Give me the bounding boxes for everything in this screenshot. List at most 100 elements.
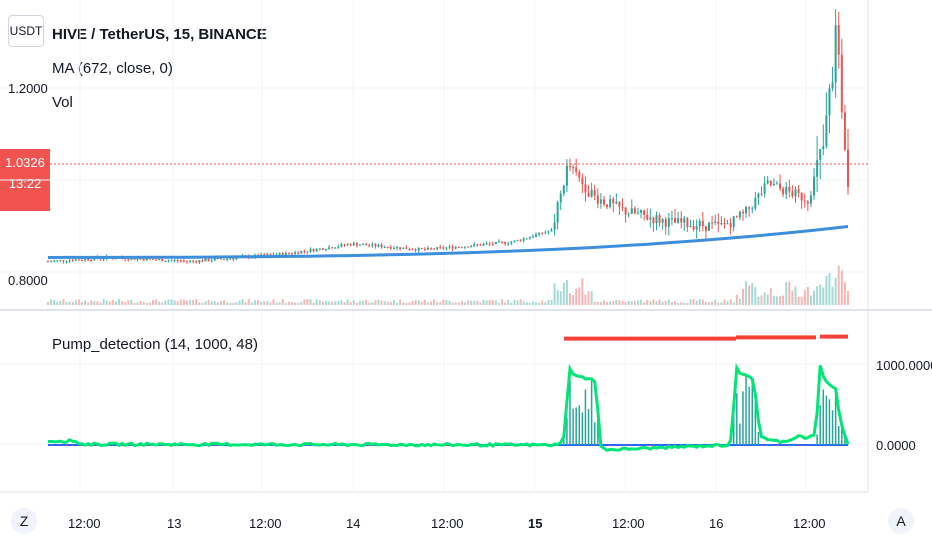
- candle-body: [74, 259, 77, 261]
- candle-body: [448, 246, 451, 248]
- volume-bar: [99, 302, 102, 305]
- volume-bar: [198, 302, 201, 305]
- candle-body: [213, 258, 216, 261]
- vol-legend[interactable]: Vol: [52, 94, 73, 111]
- volume-bar: [204, 301, 207, 305]
- candle-body: [692, 226, 695, 230]
- volume-bar: [797, 297, 800, 305]
- volume-bar: [649, 301, 652, 305]
- volume-bar: [732, 302, 735, 305]
- candle-body: [843, 112, 846, 150]
- volume-bar: [96, 301, 99, 305]
- volume-bar: [575, 288, 578, 305]
- candle-body: [636, 212, 639, 214]
- candle-body: [667, 218, 670, 227]
- candle-body: [816, 160, 819, 177]
- candle-body: [167, 260, 170, 262]
- volume-bar: [386, 302, 389, 305]
- volume-bar: [74, 299, 77, 305]
- volume-bar: [658, 299, 661, 305]
- candle-body: [559, 193, 562, 203]
- volume-bar: [825, 275, 828, 305]
- volume-bar: [494, 300, 497, 305]
- candle-body: [102, 258, 105, 260]
- volume-bar: [513, 299, 516, 305]
- candle-body: [229, 258, 232, 260]
- volume-bar: [584, 294, 587, 305]
- volume-bar: [272, 299, 275, 305]
- candle-body: [349, 244, 352, 246]
- volume-bar: [331, 301, 334, 305]
- volume-bar: [433, 299, 436, 305]
- volume-bar: [287, 301, 290, 305]
- volume-bar: [590, 291, 593, 305]
- volume-bar: [59, 301, 62, 305]
- volume-bar: [50, 299, 53, 305]
- main-grid: [0, 0, 868, 490]
- candle-body: [433, 248, 436, 250]
- candle-body: [587, 192, 590, 197]
- volume-bar: [602, 300, 605, 305]
- candle-body: [77, 259, 80, 261]
- ma-legend[interactable]: MA (672, close, 0): [52, 60, 173, 77]
- volume-bar: [819, 284, 822, 305]
- candle-body: [470, 246, 473, 248]
- candle-body: [485, 243, 488, 245]
- candle-body: [606, 204, 609, 208]
- candle-body: [195, 261, 198, 263]
- time-label: 16: [709, 516, 723, 531]
- candle-body: [371, 244, 374, 246]
- indicator-label-zero: 0.0000: [876, 438, 916, 453]
- candle-body: [494, 241, 497, 245]
- candle-body: [840, 54, 843, 113]
- volume-bar: [822, 287, 825, 305]
- candle-body: [754, 197, 757, 209]
- volume-bar: [516, 300, 519, 305]
- zoom-reset-button[interactable]: Z: [11, 508, 37, 534]
- candle-body: [723, 223, 726, 225]
- volume-bar: [207, 300, 210, 305]
- currency-button[interactable]: USDT: [8, 15, 44, 47]
- auto-scale-button[interactable]: A: [888, 508, 914, 534]
- candle-body: [198, 260, 201, 263]
- volume-bar: [238, 300, 241, 305]
- candle-body: [281, 253, 284, 256]
- candle-body: [226, 258, 229, 260]
- symbol-title[interactable]: HIVE / TetherUS, 15, BINANCE: [52, 26, 267, 43]
- candle-body: [624, 207, 627, 215]
- volume-bar: [757, 296, 760, 305]
- volume-bar: [491, 300, 494, 305]
- volume-bar: [738, 298, 741, 305]
- candle-body: [674, 218, 677, 223]
- volume-bar: [136, 302, 139, 305]
- candle-body: [50, 261, 53, 263]
- candle-body: [643, 210, 646, 215]
- candle-body: [158, 259, 161, 261]
- indicator-label-high: 1000.0000: [876, 358, 932, 373]
- candle-body: [423, 248, 426, 250]
- volume-bar: [587, 291, 590, 305]
- candle-body: [711, 222, 714, 224]
- volume-bar: [232, 302, 235, 305]
- candle-body: [772, 183, 775, 186]
- candle-body: [358, 244, 361, 246]
- volume-bar: [278, 302, 281, 305]
- indicator-legend[interactable]: Pump_detection (14, 1000, 48): [52, 336, 258, 353]
- volume-bar: [643, 302, 646, 305]
- volume-bar: [411, 301, 414, 305]
- candles: [47, 9, 849, 265]
- time-label: 15: [528, 516, 542, 531]
- pump-detection-line: [47, 362, 850, 453]
- volume-bar: [704, 302, 707, 305]
- volume-bar: [263, 301, 266, 305]
- candle-body: [726, 223, 729, 225]
- volume-bar: [840, 270, 843, 305]
- time-label: 12:00: [249, 516, 282, 531]
- volume-bar: [772, 295, 775, 305]
- candle-body: [535, 234, 538, 237]
- volume-bar: [569, 293, 572, 305]
- candle-body: [760, 193, 763, 195]
- candle-body: [602, 199, 605, 205]
- volume-bar: [445, 299, 448, 305]
